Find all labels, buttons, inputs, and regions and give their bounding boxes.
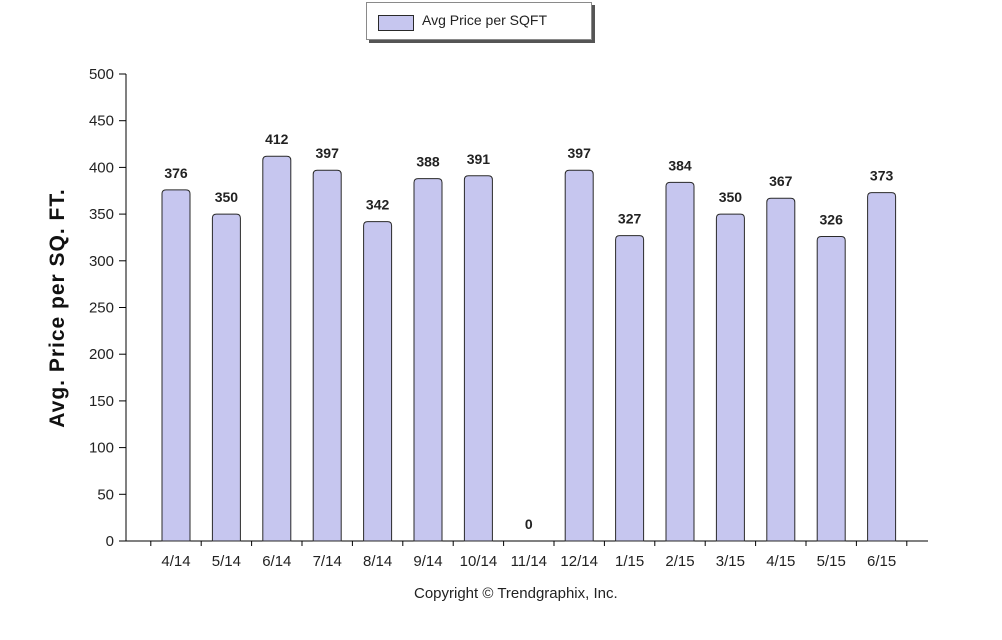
x-tick-label: 6/15: [867, 553, 896, 570]
bar: [161, 189, 191, 542]
y-tick-label: 400: [89, 159, 114, 176]
bar: [211, 213, 241, 542]
x-tick-label: 1/15: [615, 553, 644, 570]
bar: [766, 197, 796, 542]
bar: [262, 155, 292, 542]
bar: [463, 175, 493, 542]
data-label: 350: [719, 189, 743, 205]
legend-swatch: [378, 15, 414, 31]
y-tick-label: 200: [89, 346, 114, 363]
data-label: 376: [164, 165, 188, 181]
data-label: 342: [366, 197, 390, 213]
x-tick-label: 4/14: [161, 553, 190, 570]
bar: [312, 169, 342, 542]
legend-label: Avg Price per SQFT: [422, 12, 548, 28]
x-tick-label: 7/14: [313, 553, 342, 570]
y-tick-label: 250: [89, 300, 114, 317]
x-tick-label: 5/14: [212, 553, 241, 570]
data-label: 0: [525, 516, 533, 532]
x-tick-label: 6/14: [262, 553, 291, 570]
x-tick-label: 10/14: [460, 553, 498, 570]
x-tick-label: 11/14: [511, 553, 547, 570]
data-label: 327: [618, 211, 642, 227]
y-tick-label: 100: [89, 440, 114, 457]
data-label: 391: [467, 151, 491, 167]
data-label: 388: [416, 154, 440, 170]
copyright-text: Copyright © Trendgraphix, Inc.: [414, 585, 618, 602]
y-tick-label: 450: [89, 113, 114, 130]
bar: [867, 192, 897, 542]
data-label: 397: [316, 145, 340, 161]
y-tick-label: 50: [97, 486, 114, 503]
x-tick-label: 5/15: [817, 553, 846, 570]
chart-legend: Avg Price per SQFT: [366, 2, 592, 40]
data-label: 367: [769, 173, 793, 189]
bar: [615, 235, 645, 542]
y-tick-label: 500: [89, 66, 114, 83]
data-label: 412: [265, 131, 289, 147]
x-tick-label: 8/14: [363, 553, 392, 570]
y-tick-label: 350: [89, 206, 114, 223]
data-label: 397: [568, 145, 592, 161]
data-label: 384: [668, 157, 692, 173]
bar: [564, 169, 594, 542]
bar: [363, 221, 393, 542]
data-label: 350: [215, 189, 239, 205]
bar: [715, 213, 745, 542]
bar: [413, 178, 443, 542]
x-tick-label: 4/15: [766, 553, 795, 570]
x-tick-label: 9/14: [413, 553, 442, 570]
y-tick-label: 0: [106, 533, 114, 550]
data-label: 373: [870, 168, 894, 184]
x-tick-label: 2/15: [665, 553, 694, 570]
bar: [816, 236, 846, 542]
bar: [665, 181, 695, 542]
x-tick-label: 3/15: [716, 553, 745, 570]
data-label: 326: [820, 212, 844, 228]
y-tick-label: 300: [89, 253, 114, 270]
y-tick-label: 150: [89, 393, 114, 410]
x-tick-label: 12/14: [560, 553, 598, 570]
